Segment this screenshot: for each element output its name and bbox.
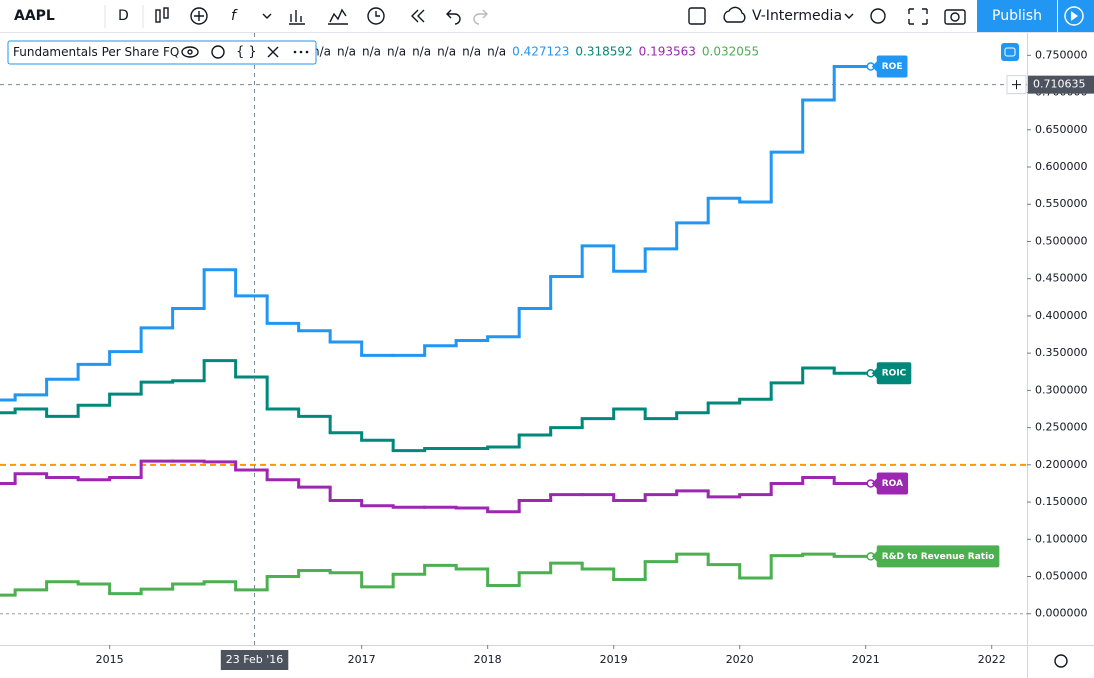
series-tag-arrow (871, 367, 878, 380)
y-tick-label: 0.300000 (1035, 383, 1088, 396)
crosshair-time-label: 23 Feb '16 (226, 653, 284, 666)
y-tick-label: 0.200000 (1035, 458, 1088, 471)
x-tick-label: 2019 (600, 653, 628, 666)
series-tag-arrow (871, 550, 878, 563)
y-tick-label: 0.250000 (1035, 421, 1088, 434)
status-value: n/a (337, 45, 356, 59)
settings-icon[interactable] (870, 8, 886, 24)
series-line: ROIC (0, 359, 912, 453)
status-value: n/a (362, 45, 381, 59)
plot-area: ROE ROIC ROA R&D to Revenue Ratio (0, 33, 1027, 645)
fullscreen-icon[interactable] (908, 8, 928, 25)
publish-button[interactable] (977, 0, 1057, 32)
y-tick-label: 0.150000 (1035, 495, 1088, 508)
scale-button[interactable] (1001, 43, 1019, 61)
status-value: 0.427123 (512, 45, 569, 59)
cloud-icon[interactable] (723, 6, 746, 23)
crosshair-time-box (220, 650, 289, 670)
crosshair-plus (1012, 80, 1021, 90)
publish-label[interactable]: Publish (992, 8, 1042, 24)
time-axis (0, 645, 1027, 678)
indicators-icon[interactable]: f (231, 8, 238, 24)
status-value: n/a (487, 45, 506, 59)
crosshair-price-label: 0.710635 (1033, 78, 1086, 91)
y-tick-label: 0.000000 (1035, 607, 1088, 620)
y-tick-label: 0.100000 (1035, 532, 1088, 545)
x-tick-label: 2018 (474, 653, 502, 666)
alert-icon[interactable] (367, 7, 385, 25)
play-icon[interactable] (1071, 11, 1078, 21)
play-icon[interactable] (1064, 6, 1084, 26)
svg-text:{ }: { } (236, 45, 257, 60)
status-value: n/a (462, 45, 481, 59)
series-tag-label: ROE (882, 62, 903, 72)
price-axis (1027, 33, 1094, 645)
indicator-icons[interactable]: { } (181, 45, 309, 60)
axis-settings-icon[interactable] (1054, 654, 1068, 668)
y-tick-label: 0.350000 (1035, 346, 1088, 359)
candles-icon[interactable] (155, 7, 169, 23)
compare-icon[interactable] (190, 7, 208, 25)
templates-icon[interactable] (328, 8, 348, 25)
status-value: 0.318592 (575, 45, 632, 59)
series-tag (876, 545, 1000, 568)
dropdown-icon[interactable] (844, 13, 854, 19)
series-line: ROA (0, 459, 909, 514)
y-tick-label: 0.750000 (1035, 48, 1088, 61)
y-tick-label: 0.050000 (1035, 570, 1088, 583)
x-tick-label: 2021 (852, 653, 880, 666)
status-value: n/a (312, 45, 331, 59)
interval[interactable]: D (118, 8, 129, 24)
x-tick-label: 2015 (96, 653, 124, 666)
y-tick-label: 0.550000 (1035, 197, 1088, 210)
series-tag-label: ROIC (882, 369, 907, 379)
series-tag (876, 55, 908, 78)
series-tag-arrow (871, 60, 878, 73)
status-value: n/a (387, 45, 406, 59)
replay-icon[interactable] (411, 9, 425, 23)
toolbar (0, 0, 1094, 32)
symbol[interactable]: AAPL (14, 8, 55, 24)
dropdown-icon[interactable] (262, 13, 272, 19)
snapshot-icon[interactable] (944, 9, 966, 25)
series-line: ROE (0, 55, 908, 402)
series-line: R&D to Revenue Ratio (0, 545, 1000, 597)
layout-name[interactable]: V-Intermedia (752, 8, 842, 24)
indicator-title[interactable]: Fundamentals Per Share FQ (13, 45, 179, 59)
series-tag-label: ROA (882, 479, 903, 489)
x-tick-label: 2022 (978, 653, 1006, 666)
axes: 0.000000 0.050000 0.100000 0.150000 0.200000… (0, 33, 1094, 678)
y-tick-label: 0.500000 (1035, 234, 1088, 247)
x-tick-label: 2020 (726, 653, 754, 666)
series-tag (876, 472, 909, 495)
undo-icon[interactable] (446, 9, 461, 25)
status-line: n/a n/a n/a n/a n/a n/a n/a n/a 0.427123 0.318592… (312, 45, 759, 59)
status-value: 0.032055 (702, 45, 759, 59)
indicator-box[interactable] (7, 40, 317, 65)
y-tick-label: 0.600000 (1035, 160, 1088, 173)
status-value: n/a (437, 45, 456, 59)
fullscreen-box[interactable] (688, 7, 706, 25)
x-tick-label: 2017 (348, 653, 376, 666)
crosshair-price-box (1028, 75, 1094, 94)
series-tag (876, 362, 912, 385)
y-tick-label: 0.650000 (1035, 123, 1088, 136)
y-tick-label: 0.400000 (1035, 309, 1088, 322)
financials-icon[interactable] (289, 10, 305, 25)
redo-icon (473, 9, 488, 25)
scale-icon[interactable] (1004, 47, 1016, 57)
series-tag-arrow (871, 477, 878, 490)
status-value: 0.193563 (639, 45, 696, 59)
status-value: n/a (412, 45, 431, 59)
series-tag-label: R&D to Revenue Ratio (882, 552, 995, 562)
y-tick-label: 0.450000 (1035, 272, 1088, 285)
